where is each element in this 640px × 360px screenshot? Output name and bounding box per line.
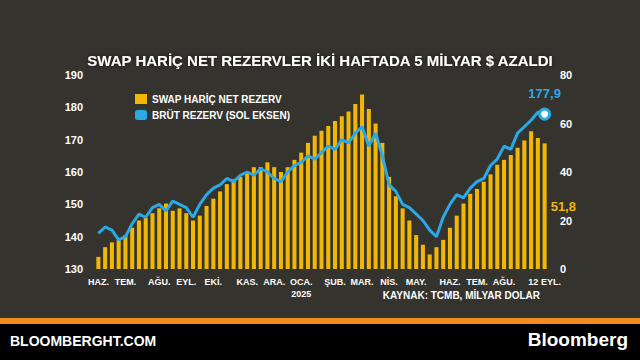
- svg-text:EKİ.: EKİ.: [205, 277, 223, 287]
- svg-text:MAR.: MAR.: [351, 277, 374, 287]
- svg-text:NİS.: NİS.: [380, 277, 398, 287]
- svg-text:TEM.: TEM.: [115, 277, 137, 287]
- svg-text:OCA.: OCA.: [290, 277, 313, 287]
- svg-text:KAS.: KAS.: [236, 277, 258, 287]
- svg-text:190: 190: [65, 69, 83, 81]
- svg-text:HAZ.: HAZ.: [88, 277, 109, 287]
- svg-text:AĞU.: AĞU.: [148, 276, 171, 287]
- svg-text:51,8: 51,8: [551, 199, 576, 214]
- svg-text:177,9: 177,9: [528, 86, 561, 101]
- svg-text:80: 80: [560, 69, 572, 81]
- svg-text:130: 130: [65, 263, 83, 275]
- svg-text:TEM.: TEM.: [466, 277, 488, 287]
- svg-text:Bloomberg: Bloomberg: [528, 329, 628, 350]
- svg-text:HAZ.: HAZ.: [439, 277, 460, 287]
- svg-text:MAY.: MAY.: [406, 277, 427, 287]
- svg-text:170: 170: [65, 134, 83, 146]
- svg-text:SWAP HARİÇ NET REZERVLER İKİ H: SWAP HARİÇ NET REZERVLER İKİ HAFTADA 5 M…: [87, 52, 552, 69]
- svg-text:2025: 2025: [291, 289, 311, 299]
- svg-text:EYL.: EYL.: [176, 277, 196, 287]
- svg-text:150: 150: [65, 198, 83, 210]
- svg-text:KAYNAK: TCMB, MİLYAR DOLAR: KAYNAK: TCMB, MİLYAR DOLAR: [383, 289, 541, 301]
- svg-text:20: 20: [560, 215, 572, 227]
- svg-text:ARA.: ARA.: [263, 277, 285, 287]
- svg-text:140: 140: [65, 231, 83, 243]
- svg-text:40: 40: [560, 166, 572, 178]
- svg-text:12 EYL.: 12 EYL.: [528, 277, 561, 287]
- svg-text:0: 0: [560, 263, 566, 275]
- svg-text:60: 60: [560, 118, 572, 130]
- svg-text:ŞUB.: ŞUB.: [324, 277, 346, 287]
- svg-text:BRÜT REZERV (SOL EKSEN): BRÜT REZERV (SOL EKSEN): [152, 109, 290, 121]
- svg-text:AĞU.: AĞU.: [493, 276, 516, 287]
- svg-text:BLOOMBERGHT.COM: BLOOMBERGHT.COM: [10, 333, 156, 349]
- svg-text:SWAP HARİÇ NET REZERV: SWAP HARİÇ NET REZERV: [152, 93, 282, 105]
- svg-text:180: 180: [65, 101, 83, 113]
- svg-text:160: 160: [65, 166, 83, 178]
